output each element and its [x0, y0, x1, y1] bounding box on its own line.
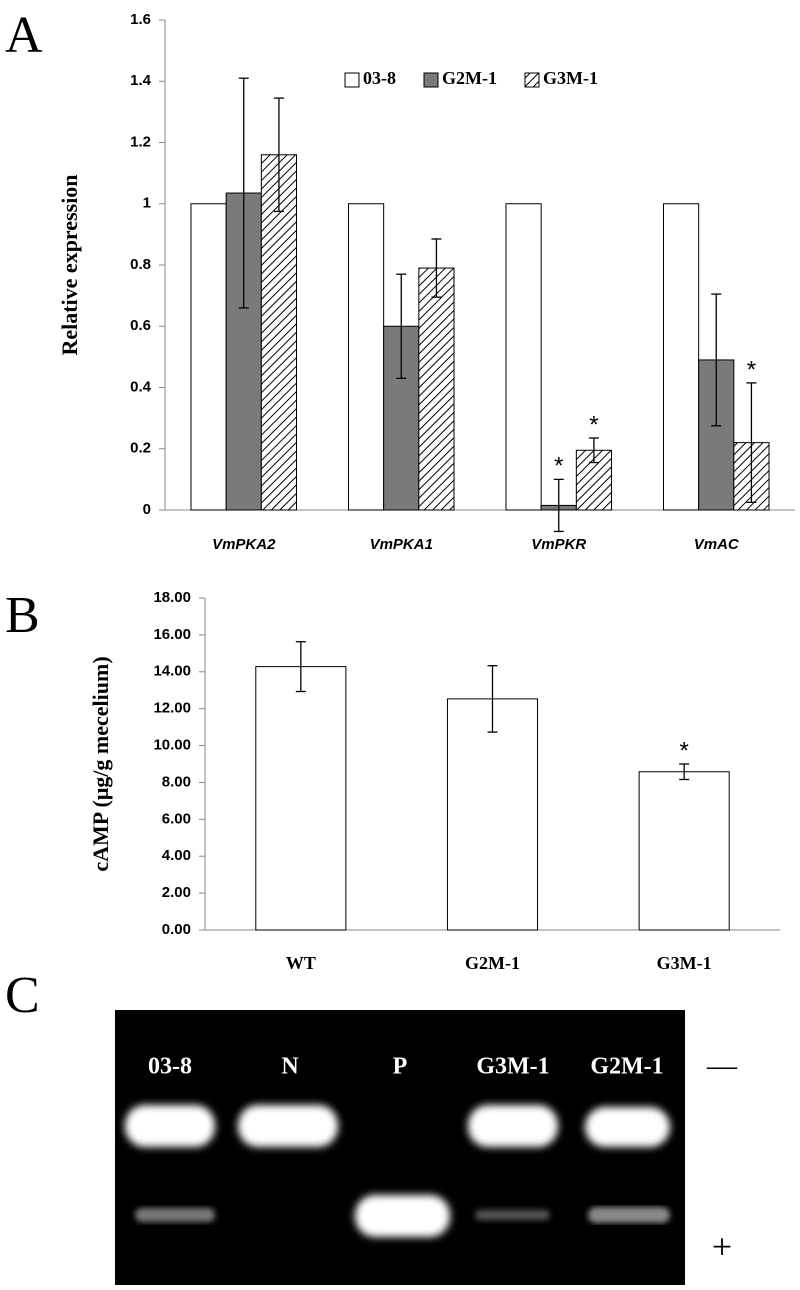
- bar: [255, 666, 347, 931]
- legend-swatch: [344, 72, 360, 88]
- lane-label: G3M-1: [476, 1054, 549, 1080]
- y-tick-label: 0.00: [162, 921, 191, 938]
- y-tick-label: 1: [143, 195, 151, 212]
- x-tick-label: VmPKA1: [370, 536, 433, 553]
- y-tick-label: 18.00: [153, 589, 191, 606]
- legend-swatch: [423, 72, 439, 88]
- y-tick-label: 1.4: [130, 72, 152, 89]
- y-tick-label: 1.6: [130, 11, 151, 28]
- legend-label: G2M-1: [442, 68, 497, 88]
- x-tick-label: VmAC: [694, 536, 740, 553]
- y-axis-title: Relative expression: [57, 174, 82, 355]
- bar: [638, 771, 730, 931]
- lane-label: G2M-1: [590, 1054, 663, 1080]
- panel-label: C: [5, 967, 40, 1024]
- lane-label: P: [393, 1054, 408, 1080]
- y-tick-label: 12.00: [153, 700, 191, 717]
- bar: [662, 203, 700, 511]
- bar: [418, 267, 455, 511]
- y-tick-label: 0: [143, 501, 151, 518]
- y-tick-label: 0.8: [130, 256, 151, 273]
- y-tick-label: 14.00: [153, 663, 191, 680]
- y-tick-label: 0.2: [130, 440, 151, 457]
- panel-label: A: [5, 7, 43, 64]
- y-tick-label: 0.4: [130, 378, 152, 395]
- x-tick-label: VmPKR: [531, 536, 586, 553]
- legend-label: G3M-1: [543, 68, 598, 88]
- anode-label: +: [712, 1226, 732, 1266]
- cathode-label: —: [706, 1049, 738, 1082]
- legend-label: 03-8: [363, 68, 396, 88]
- significance-mark: *: [589, 411, 598, 438]
- y-tick-label: 6.00: [162, 810, 191, 827]
- lane-label: N: [281, 1054, 299, 1080]
- bar: [446, 698, 539, 931]
- y-tick-label: 8.00: [162, 773, 191, 790]
- significance-mark: *: [554, 453, 563, 480]
- bar: [347, 203, 385, 511]
- y-axis-title: cAMP (μg/g mecelium): [88, 656, 113, 871]
- y-tick-label: 16.00: [153, 626, 191, 643]
- gel-bands: [125, 1105, 670, 1237]
- bar: [505, 203, 542, 511]
- y-tick-label: 10.00: [153, 737, 191, 754]
- bar: [260, 154, 298, 511]
- x-tick-label: G3M-1: [657, 953, 712, 973]
- gel: [115, 1010, 685, 1285]
- y-tick-label: 2.00: [162, 884, 191, 901]
- x-tick-label: WT: [286, 953, 316, 973]
- x-tick-label: VmPKA2: [212, 536, 276, 553]
- x-tick-label: G2M-1: [465, 953, 520, 973]
- y-tick-label: 1.2: [130, 133, 151, 150]
- gel-faint-bands: [135, 1207, 670, 1223]
- y-tick-label: 4.00: [162, 847, 191, 864]
- bar: [190, 203, 227, 511]
- significance-mark: *: [747, 356, 756, 383]
- lane-label: 03-8: [148, 1054, 192, 1080]
- significance-mark: *: [679, 737, 688, 764]
- panel-label: B: [5, 587, 40, 644]
- legend-swatch: [524, 72, 540, 88]
- y-tick-label: 0.6: [130, 317, 151, 334]
